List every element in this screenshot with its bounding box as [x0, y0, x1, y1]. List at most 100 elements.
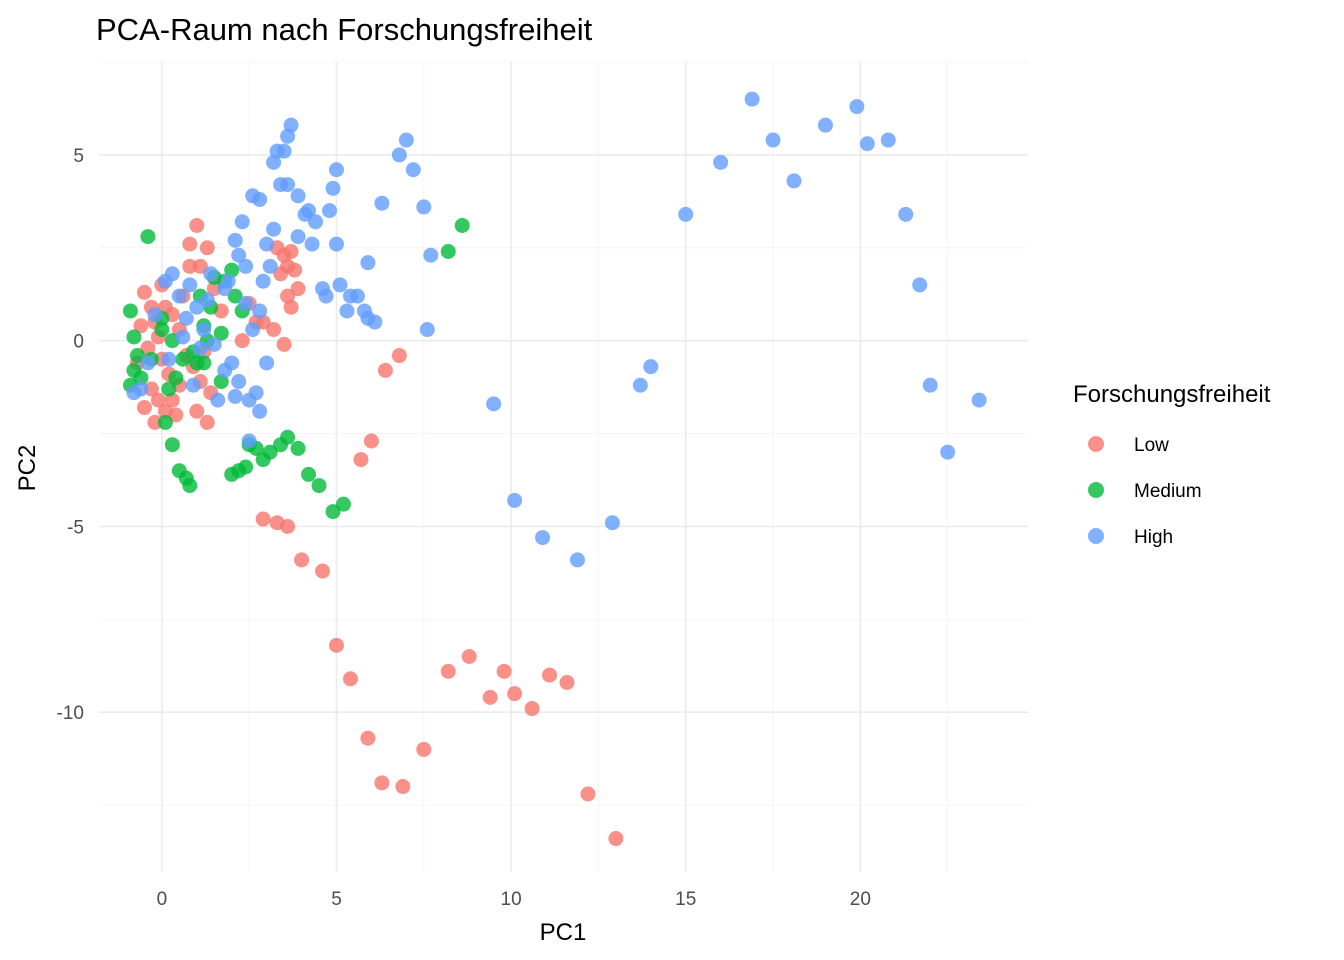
data-point [744, 91, 760, 107]
data-point [360, 730, 376, 746]
data-point [182, 478, 198, 494]
data-point [252, 303, 268, 319]
y-tick-label: -5 [67, 517, 84, 538]
data-point [164, 437, 180, 453]
data-point [245, 322, 261, 338]
data-point [157, 414, 173, 430]
data-point [311, 478, 327, 494]
data-point [454, 217, 470, 233]
data-point [290, 281, 306, 297]
data-point [328, 162, 344, 178]
x-tick-label: 15 [675, 889, 696, 910]
data-point [238, 258, 254, 274]
data-point [199, 292, 215, 308]
data-point [328, 637, 344, 653]
data-point [332, 277, 348, 293]
data-point [971, 392, 987, 408]
data-point [280, 518, 296, 534]
legend-label: Medium [1134, 481, 1202, 502]
data-point [940, 444, 956, 460]
data-point [535, 530, 551, 546]
data-point [126, 385, 142, 401]
legend-key [1088, 436, 1104, 452]
data-point [318, 288, 334, 304]
data-point [147, 307, 163, 323]
chart-title: PCA-Raum nach Forschungsfreiheit [96, 12, 593, 47]
data-point [199, 414, 215, 430]
data-point [301, 466, 317, 482]
data-point [486, 396, 502, 412]
data-point [608, 831, 624, 847]
x-tick-label: 20 [850, 889, 871, 910]
data-point [266, 154, 282, 170]
data-point [922, 377, 938, 393]
data-point [632, 377, 648, 393]
data-point [416, 199, 432, 215]
data-point [168, 370, 184, 386]
data-point [290, 229, 306, 245]
data-point [342, 671, 358, 687]
legend-key [1088, 482, 1104, 498]
data-point [203, 266, 219, 282]
data-point [189, 299, 205, 315]
x-tick-label: 10 [501, 889, 522, 910]
y-tick-label: 5 [73, 146, 84, 167]
data-point [182, 277, 198, 293]
data-point [367, 314, 383, 330]
series-low [129, 217, 624, 847]
legend-items: Low Medium High [1088, 435, 1202, 548]
data-point [259, 355, 275, 371]
data-points [122, 91, 987, 847]
data-point [374, 195, 390, 211]
data-point [542, 667, 558, 683]
data-point [524, 701, 540, 717]
data-point [786, 173, 802, 189]
data-point [297, 206, 313, 222]
data-point [168, 407, 184, 423]
data-point [196, 355, 212, 371]
data-point [398, 132, 414, 148]
data-point [276, 336, 292, 352]
data-point [227, 288, 243, 304]
data-point [287, 262, 303, 278]
data-point [391, 348, 407, 364]
data-point [266, 221, 282, 237]
data-point [405, 162, 421, 178]
data-point [395, 779, 411, 795]
data-point [294, 552, 310, 568]
data-point [283, 299, 299, 315]
legend-title: Forschungsfreiheit [1073, 381, 1271, 408]
data-point [136, 400, 152, 416]
data-point [482, 689, 498, 705]
data-point [280, 429, 296, 445]
legend-item-high: High [1088, 527, 1173, 548]
legend-item-medium: Medium [1088, 481, 1202, 502]
data-point [140, 355, 156, 371]
data-point [880, 132, 896, 148]
data-point [143, 381, 159, 397]
data-point [266, 322, 282, 338]
y-tick-label: 0 [73, 332, 84, 353]
data-point [255, 511, 271, 527]
data-point [234, 333, 250, 349]
data-point [122, 303, 138, 319]
data-point [227, 388, 243, 404]
data-point [126, 362, 142, 378]
legend-label: Low [1134, 435, 1169, 456]
data-point [238, 296, 254, 312]
data-point [353, 452, 369, 468]
data-point [339, 303, 355, 319]
data-point [765, 132, 781, 148]
data-point [206, 281, 222, 297]
data-point [322, 203, 338, 219]
data-point [507, 686, 523, 702]
data-point [241, 433, 257, 449]
data-point [262, 444, 278, 460]
data-point [419, 322, 435, 338]
data-point [859, 136, 875, 152]
data-point [133, 318, 149, 334]
data-point [157, 273, 173, 289]
data-point [189, 217, 205, 233]
data-point [178, 310, 194, 326]
